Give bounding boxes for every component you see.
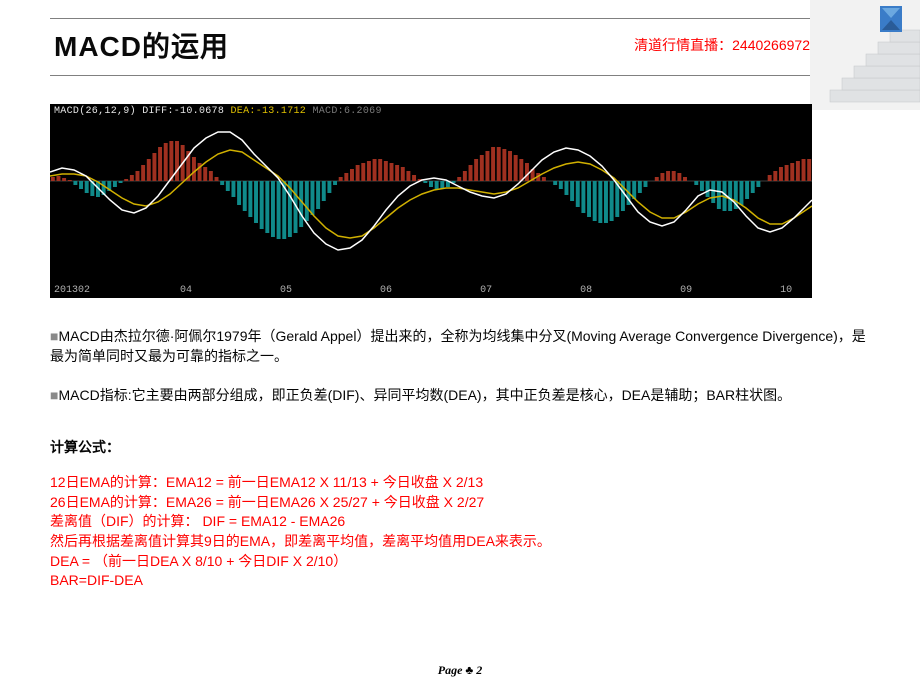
macd-value: 6.2069 [344, 106, 382, 117]
xaxis-label: 09 [680, 285, 692, 296]
formula-block: 12日EMA的计算：EMA12 = 前一日EMA12 X 11/13 + 今日收… [50, 473, 870, 591]
page-label: Page [438, 663, 466, 677]
formula-line: BAR=DIF-DEA [50, 571, 870, 591]
paragraph-1: ■MACD由杰拉尔德·阿佩尔1979年（Gerald Appel）提出来的，全称… [50, 326, 870, 367]
page-title: MACD的运用 [54, 25, 229, 65]
xaxis-label: 04 [180, 285, 192, 296]
club-icon: ♣ [465, 663, 473, 677]
formula-line: DEA = （前一日DEA X 8/10 + 今日DIF X 2/10） [50, 552, 870, 572]
xaxis-label: 10 [780, 285, 792, 296]
page-number: Page ♣ 2 [0, 663, 920, 678]
p2-text: MACD指标:它主要由两部分组成，即正负差(DIF)、异同平均数(DEA)，其中… [58, 387, 791, 403]
text-content: ■MACD由杰拉尔德·阿佩尔1979年（Gerald Appel）提出来的，全称… [50, 326, 870, 591]
broadcast-id: 2440266972 [732, 37, 810, 53]
chart-params: MACD(26,12,9) [54, 106, 136, 117]
broadcast-info: 清道行情直播：2440266972 [634, 35, 810, 55]
xaxis-label: 07 [480, 285, 492, 296]
chart-legend: MACD(26,12,9) DIFF:-10.0678 DEA:-13.1712… [54, 106, 382, 117]
p1-text: MACD由杰拉尔德·阿佩尔1979年（Gerald Appel）提出来的，全称为… [50, 328, 866, 364]
formula-line: 26日EMA的计算：EMA26 = 前一日EMA26 X 25/27 + 今日收… [50, 493, 870, 513]
chart-xaxis: 201302 04 05 06 07 08 09 10 [54, 285, 804, 296]
title-bar: MACD的运用 清道行情直播：2440266972 [50, 18, 870, 76]
formula-line: 12日EMA的计算：EMA12 = 前一日EMA12 X 11/13 + 今日收… [50, 473, 870, 493]
formula-heading: 计算公式： [50, 437, 870, 457]
diff-value: -10.0678 [174, 106, 224, 117]
diff-label: DIFF: [142, 106, 174, 117]
slide-content: MACD的运用 清道行情直播：2440266972 MACD(26,12,9) … [0, 0, 920, 591]
dea-label: DEA: [230, 106, 255, 117]
formula-line: 差离值（DIF）的计算： DIF = EMA12 - EMA26 [50, 512, 870, 532]
chart-canvas [50, 118, 812, 286]
macd-chart: MACD(26,12,9) DIFF:-10.0678 DEA:-13.1712… [50, 104, 812, 298]
paragraph-2: ■MACD指标:它主要由两部分组成，即正负差(DIF)、异同平均数(DEA)，其… [50, 385, 870, 405]
formula-line: 然后再根据差离值计算其9日的EMA，即差离平均值，差离平均值用DEA来表示。 [50, 532, 870, 552]
xaxis-label: 06 [380, 285, 392, 296]
broadcast-label: 清道行情直播： [634, 37, 732, 53]
page-value: 2 [476, 663, 482, 677]
xaxis-label: 201302 [54, 285, 90, 296]
macd-label: MACD: [312, 106, 344, 117]
dea-value: -13.1712 [256, 106, 306, 117]
xaxis-label: 08 [580, 285, 592, 296]
xaxis-label: 05 [280, 285, 292, 296]
